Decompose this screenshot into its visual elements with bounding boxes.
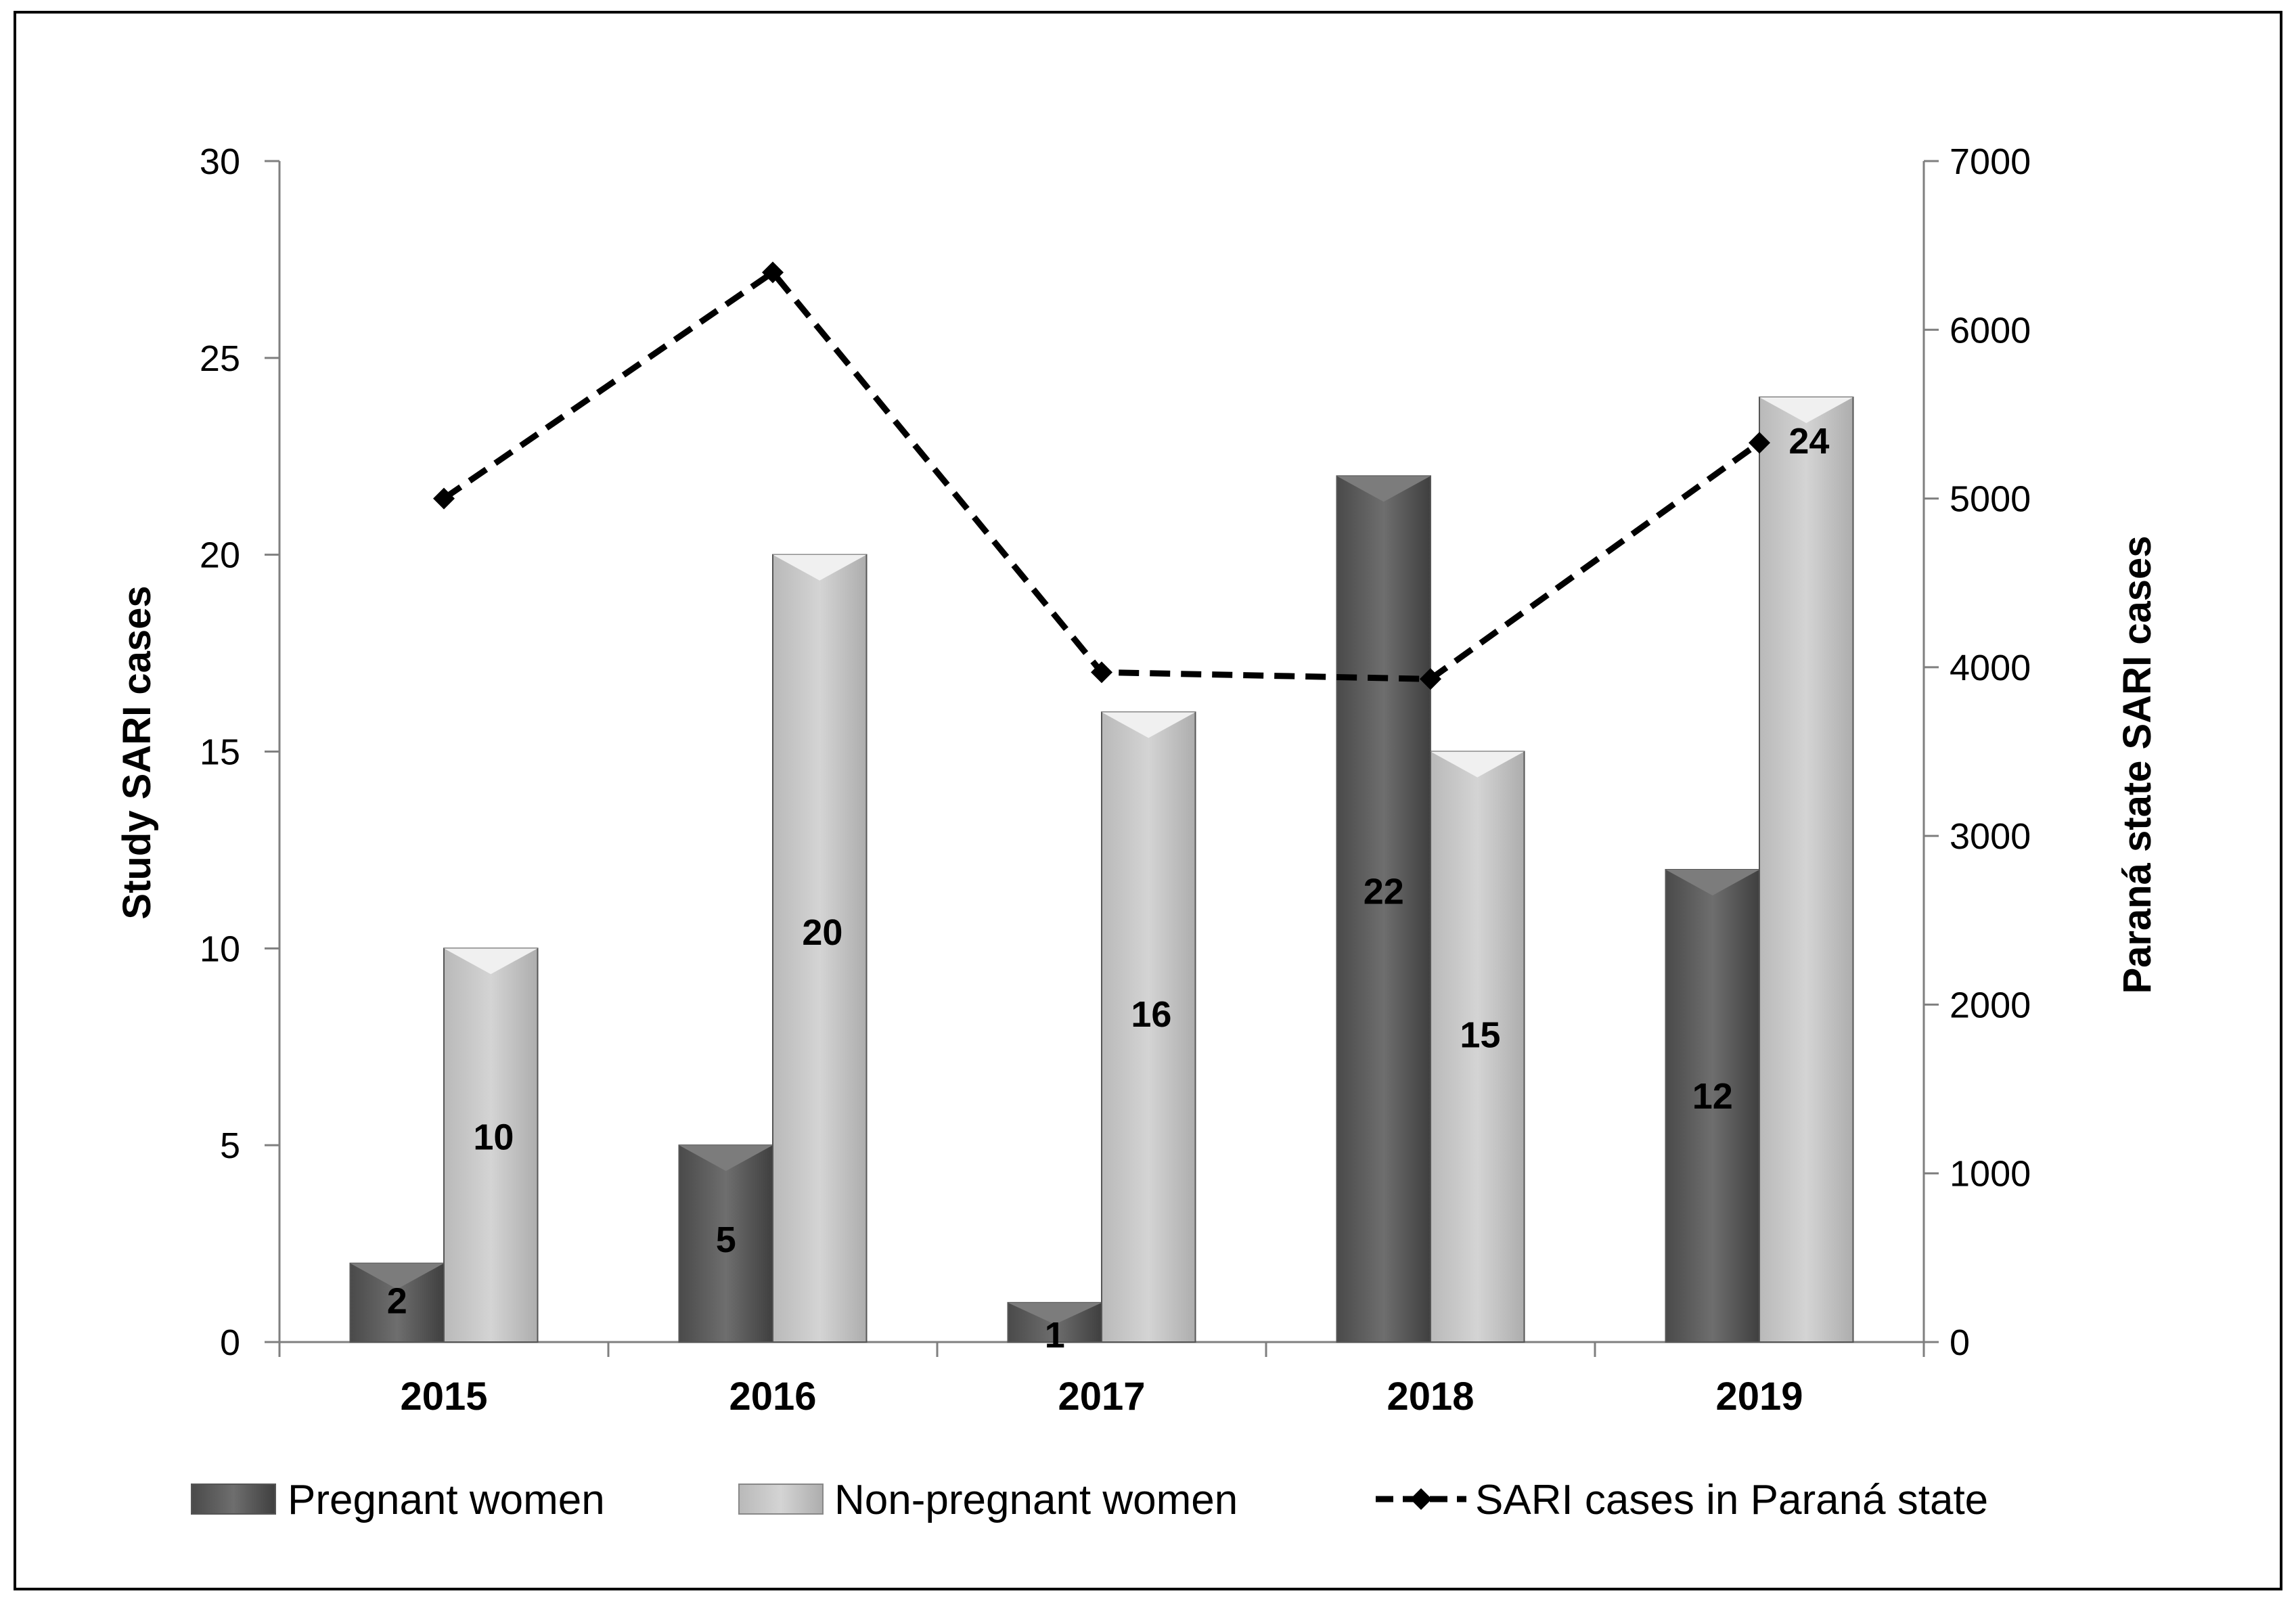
bar-group: 24	[1759, 397, 1854, 1343]
y2-tick-label: 4000	[1950, 648, 2031, 688]
x-tick-label: 2015	[400, 1375, 487, 1419]
bar-bevel	[1431, 751, 1525, 778]
bar	[443, 947, 539, 1343]
y2-tick-label: 3000	[1950, 816, 2031, 857]
legend-swatch-non-pregnant	[738, 1484, 824, 1515]
y-tick-label: 30	[200, 141, 240, 182]
y2-tick-label: 1000	[1950, 1154, 2031, 1195]
data-label: 1	[1045, 1315, 1065, 1356]
data-label: 5	[716, 1220, 736, 1260]
y-tick-label: 0	[220, 1322, 240, 1363]
legend-label-line: SARI cases in Paraná state	[1475, 1477, 1988, 1523]
bar	[1101, 711, 1196, 1343]
y-tick-label: 25	[200, 338, 240, 379]
data-label: 16	[1131, 994, 1171, 1035]
bar-bevel	[773, 554, 867, 581]
bar-group: 16	[1101, 711, 1196, 1343]
bar-bevel	[1665, 870, 1759, 896]
bar	[1336, 475, 1431, 1343]
x-tick-label: 2017	[1058, 1375, 1145, 1419]
bar-group: 22	[1336, 475, 1431, 1343]
y-axis-title: Study SARI cases	[115, 585, 159, 919]
line-point-marker	[1749, 432, 1770, 454]
y-tick-label: 10	[200, 929, 240, 969]
bar	[1430, 751, 1525, 1343]
bar-group: 20	[772, 554, 868, 1343]
legend-label-pregnant: Pregnant women	[288, 1477, 605, 1523]
bar-bevel	[1008, 1302, 1102, 1324]
y2-tick-label: 7000	[1950, 141, 2031, 182]
bar-bevel	[350, 1263, 444, 1289]
bar-group: 10	[443, 947, 539, 1343]
y2-axis-title: Paraná state SARI cases	[2115, 535, 2159, 994]
y2-tick-label: 2000	[1950, 985, 2031, 1025]
bar-bevel	[444, 948, 538, 975]
bar	[678, 1144, 773, 1343]
x-tick-label: 2018	[1387, 1375, 1474, 1419]
y2-tick-label: 0	[1950, 1322, 1970, 1363]
bar	[772, 554, 868, 1343]
bar-group: 1	[1007, 1301, 1102, 1356]
data-label: 10	[473, 1117, 514, 1158]
data-label: 2	[387, 1281, 407, 1322]
bar-group: 15	[1430, 751, 1525, 1343]
line-point-marker	[1420, 668, 1441, 690]
y-tick-label: 15	[200, 732, 240, 773]
legend-line-marker	[1410, 1488, 1432, 1510]
data-label: 22	[1364, 872, 1404, 912]
bar-bevel	[1102, 712, 1196, 738]
data-label: 20	[802, 912, 842, 953]
data-label: 12	[1692, 1076, 1733, 1117]
line-point-marker	[433, 487, 455, 510]
bar-bevel	[679, 1145, 773, 1172]
line-point-marker	[762, 261, 784, 284]
legend-label-non-pregnant: Non-pregnant women	[834, 1477, 1238, 1523]
bar-group: 12	[1665, 869, 1760, 1343]
bar-bevel	[1336, 476, 1431, 502]
bar-group: 5	[678, 1144, 773, 1343]
bar-group: 2	[349, 1262, 445, 1343]
y2-tick-label: 6000	[1950, 310, 2031, 351]
bar-bevel	[1759, 397, 1853, 424]
y-tick-label: 20	[200, 535, 240, 576]
line-point-marker	[1091, 661, 1112, 684]
legend: Pregnant women Non-pregnant women SARI cas…	[191, 1477, 1988, 1523]
data-label: 24	[1788, 421, 1829, 462]
data-label: 15	[1460, 1014, 1500, 1055]
legend-swatch-pregnant	[191, 1484, 276, 1515]
x-tick-label: 2019	[1715, 1375, 1803, 1419]
y2-tick-label: 5000	[1950, 479, 2031, 520]
y-tick-label: 5	[220, 1125, 240, 1166]
bar	[1759, 397, 1854, 1343]
x-tick-label: 2016	[729, 1375, 816, 1419]
